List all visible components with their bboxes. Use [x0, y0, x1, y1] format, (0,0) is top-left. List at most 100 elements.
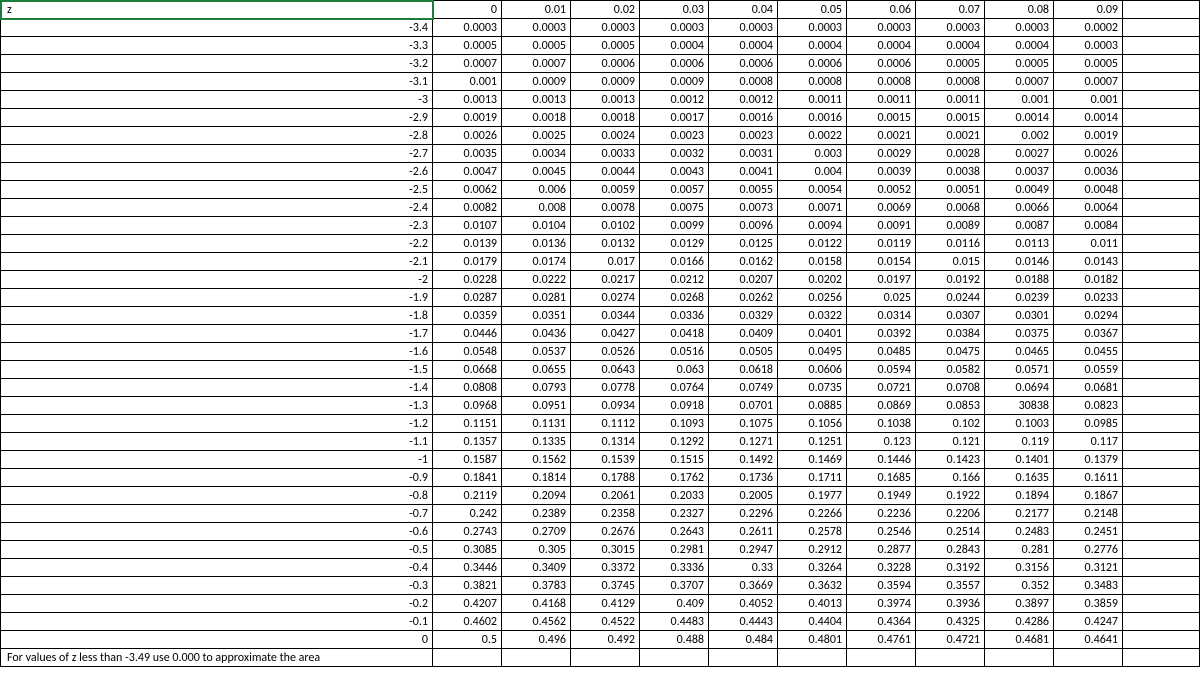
data-cell[interactable]: 0.119: [985, 433, 1054, 451]
data-cell[interactable]: 0.1314: [571, 433, 640, 451]
extra-cell[interactable]: [1123, 595, 1200, 613]
data-cell[interactable]: 0.0043: [640, 163, 709, 181]
data-cell[interactable]: 0.1635: [985, 469, 1054, 487]
data-cell[interactable]: 0.0721: [847, 379, 916, 397]
data-cell[interactable]: 0.305: [502, 541, 571, 559]
extra-cell[interactable]: [1123, 307, 1200, 325]
data-cell[interactable]: 0.1736: [709, 469, 778, 487]
data-cell[interactable]: 0.0003: [1054, 37, 1123, 55]
data-cell[interactable]: 0.0005: [1054, 55, 1123, 73]
data-cell[interactable]: 0.492: [571, 631, 640, 649]
row-z-label[interactable]: -2.1: [1, 253, 433, 271]
data-cell[interactable]: 0.3974: [847, 595, 916, 613]
data-cell[interactable]: 0.0006: [778, 55, 847, 73]
data-cell[interactable]: 0.0314: [847, 307, 916, 325]
data-cell[interactable]: 0.3669: [709, 577, 778, 595]
data-cell[interactable]: 0.0007: [1054, 73, 1123, 91]
data-cell[interactable]: 0.0009: [640, 73, 709, 91]
data-cell[interactable]: 0.0051: [916, 181, 985, 199]
data-cell[interactable]: 0.0071: [778, 199, 847, 217]
data-cell[interactable]: 0.0011: [916, 91, 985, 109]
footer-empty-cell[interactable]: [1054, 649, 1123, 667]
data-cell[interactable]: 0.0026: [1054, 145, 1123, 163]
data-cell[interactable]: 0.0012: [640, 91, 709, 109]
data-cell[interactable]: 0.0005: [571, 37, 640, 55]
data-cell[interactable]: 0.0516: [640, 343, 709, 361]
row-z-label[interactable]: -3.3: [1, 37, 433, 55]
data-cell[interactable]: 0.2119: [433, 487, 502, 505]
header-col-3[interactable]: 0.03: [640, 1, 709, 19]
data-cell[interactable]: 0.1131: [502, 415, 571, 433]
data-cell[interactable]: 0.2743: [433, 523, 502, 541]
extra-cell[interactable]: [1123, 37, 1200, 55]
header-col-8[interactable]: 0.08: [985, 1, 1054, 19]
data-cell[interactable]: 0.4681: [985, 631, 1054, 649]
data-cell[interactable]: 0.0934: [571, 397, 640, 415]
data-cell[interactable]: 0.0139: [433, 235, 502, 253]
data-cell[interactable]: 0.2389: [502, 505, 571, 523]
data-cell[interactable]: 0.0359: [433, 307, 502, 325]
data-cell[interactable]: 0.1814: [502, 469, 571, 487]
data-cell[interactable]: 0.0005: [502, 37, 571, 55]
data-cell[interactable]: 0.0005: [433, 37, 502, 55]
row-z-label[interactable]: -3.2: [1, 55, 433, 73]
data-cell[interactable]: 0.0099: [640, 217, 709, 235]
data-cell[interactable]: 0.0015: [916, 109, 985, 127]
data-cell[interactable]: 0.0618: [709, 361, 778, 379]
row-z-label[interactable]: -0.9: [1, 469, 433, 487]
data-cell[interactable]: 0.0011: [847, 91, 916, 109]
data-cell[interactable]: 0.1357: [433, 433, 502, 451]
data-cell[interactable]: 0.0073: [709, 199, 778, 217]
data-cell[interactable]: 0.4013: [778, 595, 847, 613]
data-cell[interactable]: 0.0019: [433, 109, 502, 127]
data-cell[interactable]: 0.1587: [433, 451, 502, 469]
row-z-label[interactable]: -2.6: [1, 163, 433, 181]
data-cell[interactable]: 0.0069: [847, 199, 916, 217]
row-z-label[interactable]: -1.6: [1, 343, 433, 361]
extra-cell[interactable]: [1123, 505, 1200, 523]
data-cell[interactable]: 0.1292: [640, 433, 709, 451]
data-cell[interactable]: 0.0197: [847, 271, 916, 289]
data-cell[interactable]: 0.0681: [1054, 379, 1123, 397]
data-cell[interactable]: 0.001: [433, 73, 502, 91]
data-cell[interactable]: 0.2005: [709, 487, 778, 505]
header-col-4[interactable]: 0.04: [709, 1, 778, 19]
data-cell[interactable]: 0.0003: [571, 19, 640, 37]
header-col-9[interactable]: 0.09: [1054, 1, 1123, 19]
data-cell[interactable]: 0.0104: [502, 217, 571, 235]
data-cell[interactable]: 0.0003: [502, 19, 571, 37]
data-cell[interactable]: 0.0384: [916, 325, 985, 343]
row-z-label[interactable]: -0.4: [1, 559, 433, 577]
data-cell[interactable]: 0.3821: [433, 577, 502, 595]
data-cell[interactable]: 0.0012: [709, 91, 778, 109]
data-cell[interactable]: 0.4721: [916, 631, 985, 649]
data-cell[interactable]: 0.4443: [709, 613, 778, 631]
data-cell[interactable]: 0.409: [640, 595, 709, 613]
data-cell[interactable]: 0.0003: [778, 19, 847, 37]
data-cell[interactable]: 0.0182: [1054, 271, 1123, 289]
data-cell[interactable]: 0.4641: [1054, 631, 1123, 649]
data-cell[interactable]: 0.0918: [640, 397, 709, 415]
data-cell[interactable]: 0.3707: [640, 577, 709, 595]
data-cell[interactable]: 0.0885: [778, 397, 847, 415]
data-cell[interactable]: 0.0823: [1054, 397, 1123, 415]
extra-cell[interactable]: [1123, 145, 1200, 163]
data-cell[interactable]: 0.123: [847, 433, 916, 451]
data-cell[interactable]: 0.0274: [571, 289, 640, 307]
data-cell[interactable]: 0.0078: [571, 199, 640, 217]
row-z-label[interactable]: -1.3: [1, 397, 433, 415]
data-cell[interactable]: 0.0154: [847, 253, 916, 271]
data-cell[interactable]: 0.4052: [709, 595, 778, 613]
data-cell[interactable]: 0.242: [433, 505, 502, 523]
data-cell[interactable]: 0.1038: [847, 415, 916, 433]
data-cell[interactable]: 0.4562: [502, 613, 571, 631]
data-cell[interactable]: 0.0281: [502, 289, 571, 307]
data-cell[interactable]: 0.0228: [433, 271, 502, 289]
data-cell[interactable]: 0.1151: [433, 415, 502, 433]
data-cell[interactable]: 0.117: [1054, 433, 1123, 451]
footer-empty-cell[interactable]: [985, 649, 1054, 667]
row-z-label[interactable]: -0.7: [1, 505, 433, 523]
data-cell[interactable]: 0.2981: [640, 541, 709, 559]
data-cell[interactable]: 0.0582: [916, 361, 985, 379]
data-cell[interactable]: 0.3372: [571, 559, 640, 577]
